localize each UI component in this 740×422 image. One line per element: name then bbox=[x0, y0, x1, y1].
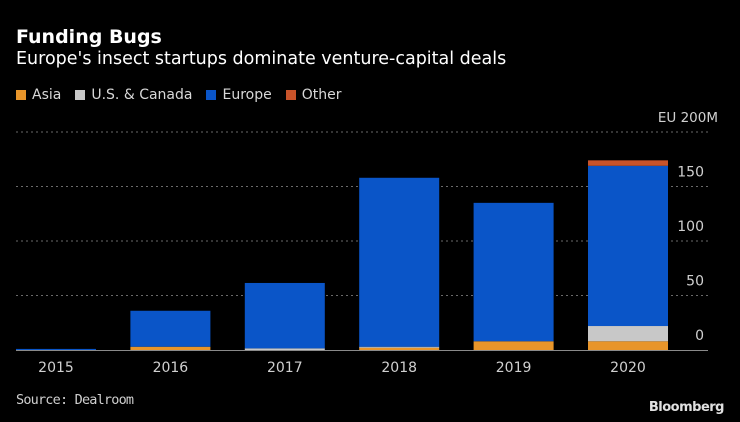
x-tick-label: 2018 bbox=[381, 360, 417, 376]
legend-label: Other bbox=[301, 87, 342, 103]
y-tick-labels: 0 50 100 150 bbox=[677, 165, 704, 345]
bar-segment-europe-2020 bbox=[588, 165, 668, 327]
bar-segment-asia-2019 bbox=[473, 341, 554, 350]
bar-segment-u-s-canada-2020 bbox=[588, 326, 668, 342]
legend-swatch bbox=[285, 90, 296, 100]
bar-segment-u-s-canada-2018 bbox=[359, 346, 440, 348]
bar-segment-europe-2016 bbox=[130, 310, 211, 347]
bar-segment-europe-2019 bbox=[473, 202, 554, 342]
x-tick-labels: 2015 2016 2017 2018 2019 2020 bbox=[38, 360, 646, 376]
x-tick-label: 2016 bbox=[153, 360, 189, 376]
y-tick-label: 50 bbox=[686, 274, 704, 290]
legend-item: Other bbox=[285, 87, 342, 103]
y-unit-label: EU 200M bbox=[658, 110, 718, 126]
legend-item: U.S. & Canada bbox=[75, 87, 192, 103]
bar-segment-asia-2016 bbox=[130, 346, 211, 350]
chart-subtitle: Europe's insect startups dominate ventur… bbox=[16, 49, 507, 69]
bars bbox=[16, 160, 708, 351]
legend: Asia U.S. & Canada Europe Other bbox=[16, 87, 355, 103]
y-tick-label: 150 bbox=[677, 165, 704, 181]
bar-segment-u-s-canada-2017 bbox=[244, 348, 325, 350]
bar-segment-asia-2018 bbox=[359, 347, 440, 350]
x-tick-label: 2017 bbox=[267, 360, 303, 376]
chart-title: Funding Bugs bbox=[16, 26, 162, 48]
legend-label: U.S. & Canada bbox=[91, 87, 193, 103]
bar-segment-other-2020 bbox=[588, 160, 668, 166]
source-note: Source: Dealroom bbox=[16, 392, 134, 408]
legend-item: Europe bbox=[206, 87, 272, 103]
x-tick-label: 2020 bbox=[610, 360, 646, 376]
x-tick-label: 2015 bbox=[38, 360, 74, 376]
bar-segment-europe-2017 bbox=[244, 282, 325, 349]
bar-segment-europe-2015 bbox=[16, 348, 96, 350]
bar-segment-europe-2018 bbox=[359, 177, 440, 347]
bar-segment-asia-2020 bbox=[588, 341, 668, 350]
y-tick-label: 0 bbox=[695, 328, 704, 344]
legend-swatch bbox=[16, 90, 26, 100]
legend-item: Asia bbox=[16, 87, 61, 103]
legend-label: Europe bbox=[222, 87, 272, 103]
legend-swatch bbox=[75, 90, 86, 100]
legend-swatch bbox=[206, 90, 217, 100]
x-tick-label: 2019 bbox=[496, 360, 532, 376]
y-tick-label: 100 bbox=[677, 219, 704, 235]
bloomberg-logo: Bloomberg bbox=[648, 400, 725, 415]
legend-label: Asia bbox=[32, 87, 62, 103]
